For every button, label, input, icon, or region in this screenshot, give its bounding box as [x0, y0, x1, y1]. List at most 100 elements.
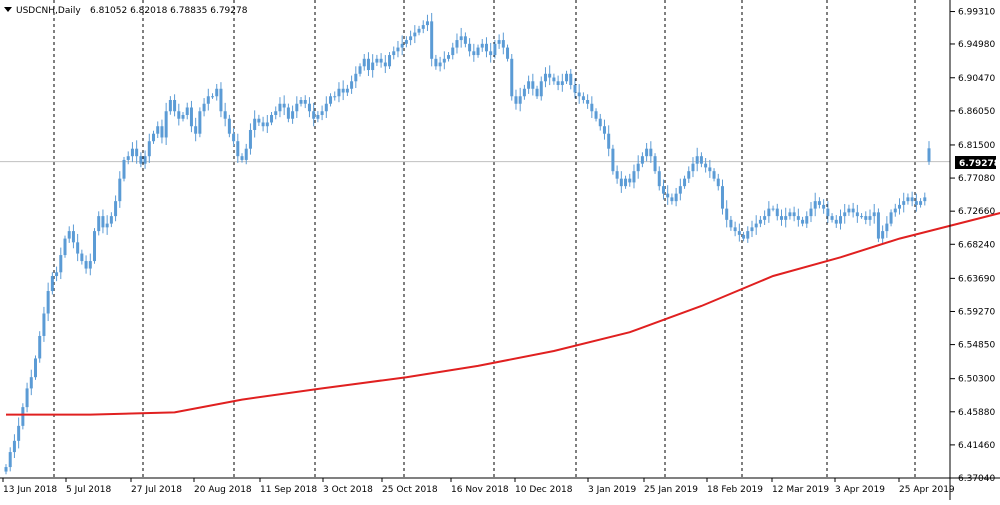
candle-body	[227, 118, 231, 134]
candle-body	[46, 291, 50, 314]
y-tick-label: 6.63690	[958, 274, 995, 284]
candle-body	[779, 216, 783, 220]
candle-body	[122, 159, 126, 179]
candle-body	[484, 43, 488, 52]
candle-body	[257, 118, 261, 123]
ohlc-values: 6.81052 6.82018 6.78835 6.79278	[90, 6, 248, 16]
candle-body	[754, 223, 758, 228]
candle-body	[202, 103, 206, 112]
candle-body	[219, 88, 223, 112]
candle-body	[636, 163, 640, 172]
candle-body	[704, 163, 708, 168]
candle-body	[324, 103, 328, 112]
candle-body	[76, 242, 80, 254]
candle-body	[691, 163, 695, 172]
candle-body	[417, 28, 421, 33]
candle-body	[590, 103, 594, 112]
candle-body	[299, 100, 303, 104]
candle-body	[758, 219, 762, 224]
x-tick-label: 25 Oct 2018	[382, 485, 438, 495]
candle-body	[826, 208, 830, 217]
candle-body	[253, 118, 257, 130]
candle-body	[720, 186, 724, 209]
y-tick-label: 6.99310	[958, 8, 995, 18]
candle-body	[12, 440, 16, 453]
candle-body	[897, 204, 901, 209]
candle-body	[813, 201, 817, 209]
candle-body	[657, 171, 661, 187]
candle-body	[611, 148, 615, 172]
y-tick-label: 6.86050	[958, 107, 995, 117]
candle-body	[855, 212, 859, 217]
candle-body	[725, 208, 729, 220]
candle-body	[586, 100, 590, 104]
x-tick-label: 5 Jul 2018	[66, 485, 111, 495]
candle-body	[750, 227, 754, 232]
current-price-label: 6.79278	[959, 159, 1000, 169]
candle-body	[198, 111, 202, 134]
candle-body	[788, 212, 792, 217]
candle-body	[38, 335, 42, 359]
y-tick-label: 6.50300	[958, 375, 995, 385]
candle-body	[303, 100, 307, 104]
candle-body	[421, 25, 425, 29]
candle-body	[716, 178, 720, 187]
candle-body	[607, 133, 611, 149]
y-tick-label: 6.72660	[958, 207, 995, 217]
candle-body	[143, 156, 147, 164]
candle-body	[4, 467, 8, 472]
candle-body	[645, 148, 649, 157]
candle-body	[527, 81, 531, 89]
candle-body	[388, 55, 392, 67]
candle-body	[350, 81, 354, 89]
candle-body	[413, 32, 417, 37]
candle-body	[493, 43, 497, 56]
candle-body	[459, 36, 463, 41]
candle-body	[97, 216, 101, 232]
candle-body	[784, 216, 788, 220]
candle-body	[729, 219, 733, 228]
candle-body	[164, 111, 168, 138]
candle-body	[189, 107, 193, 127]
candle-body	[392, 51, 396, 56]
candle-body	[699, 156, 703, 164]
candle-body	[805, 216, 809, 224]
chart-header: USDCNH,Daily 6.81052 6.82018 6.78835 6.7…	[4, 6, 248, 16]
candle-body	[244, 148, 248, 160]
y-tick-label: 6.68240	[958, 240, 995, 250]
x-tick-label: 3 Apr 2019	[835, 485, 885, 495]
x-tick-label: 25 Apr 2019	[899, 485, 955, 495]
candle-body	[683, 178, 687, 187]
candle-body	[860, 216, 864, 218]
y-tick-label: 6.54850	[958, 341, 995, 351]
candle-body	[653, 156, 657, 172]
candle-body	[55, 272, 59, 277]
candle-body	[354, 73, 358, 82]
candle-body	[506, 47, 510, 59]
dropdown-triangle-icon[interactable]	[4, 7, 12, 12]
candle-body	[522, 88, 526, 97]
y-tick-label: 6.77080	[958, 174, 995, 184]
candle-body	[375, 58, 379, 63]
candle-body	[885, 223, 889, 232]
candle-body	[598, 118, 602, 127]
candle-body	[442, 58, 446, 63]
candle-body	[531, 81, 535, 89]
x-tick-label: 20 Aug 2018	[194, 485, 252, 495]
candle-body	[864, 216, 868, 220]
candle-body	[34, 358, 38, 378]
candle-body	[463, 36, 467, 44]
y-tick-label: 6.90470	[958, 74, 995, 84]
candle-body	[594, 111, 598, 119]
candle-body	[434, 58, 438, 67]
candle-body	[185, 107, 189, 115]
candle-body	[569, 73, 573, 86]
candle-body	[539, 81, 543, 97]
candle-body	[286, 107, 290, 119]
candle-body	[139, 156, 143, 164]
y-tick-label: 6.37040	[958, 474, 995, 484]
candle-body	[535, 88, 539, 97]
